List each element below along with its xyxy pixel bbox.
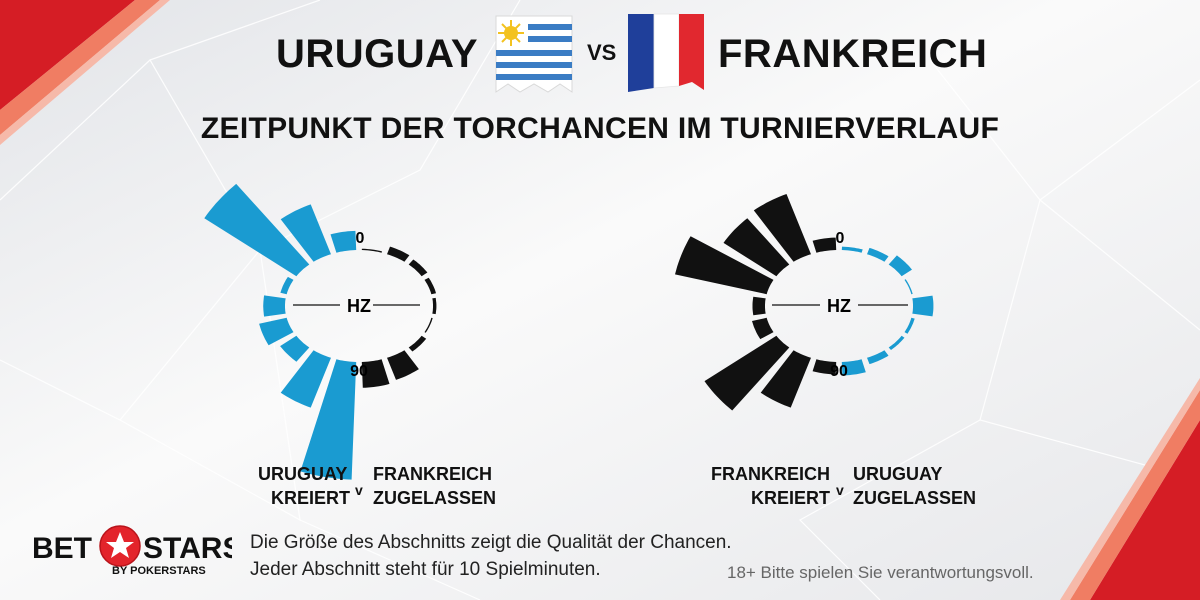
versus-label: VS <box>587 40 617 65</box>
betstars-logo: BET STARS BY POKERSTARS <box>32 525 232 577</box>
created-segment-7 <box>280 335 310 362</box>
team-left-title: URUGUAY <box>275 32 478 76</box>
chart-subtitle: ZEITPUNKT DER TORCHANCEN IM TURNIERVERLA… <box>200 112 1000 145</box>
created-segment-1 <box>812 237 837 253</box>
conceded-segment-4 <box>904 279 913 295</box>
legend-left-team: FRANKREICH <box>711 464 830 484</box>
start-label: 0 <box>836 230 845 247</box>
halftime-label: HZ <box>347 296 371 316</box>
legend-left-role: KREIERT <box>271 488 351 508</box>
conceded-segment-8 <box>867 350 889 365</box>
france-flag-icon <box>628 13 704 92</box>
end-label: 90 <box>830 363 848 380</box>
footnote-line-1: Die Größe des Abschnitts zeigt die Quali… <box>250 532 732 553</box>
created-segment-3 <box>723 218 790 277</box>
star-icon <box>99 525 141 567</box>
legend-left-role: KREIERT <box>751 488 831 508</box>
conceded-segment-6 <box>424 317 433 333</box>
created-segment-6 <box>259 317 294 346</box>
created-series <box>204 183 357 480</box>
brand-text-left: BET <box>32 532 92 565</box>
created-segment-6 <box>752 317 774 340</box>
conceded-segment-5 <box>912 295 934 317</box>
legend-right-role: ZUGELASSEN <box>853 488 977 508</box>
legend-right-role: ZUGELASSEN <box>373 488 497 508</box>
conceded-segment-5 <box>432 297 437 315</box>
legend-separator: v <box>355 482 363 498</box>
created-segment-9 <box>812 359 837 375</box>
conceded-series <box>841 246 934 376</box>
start-label: 0 <box>356 230 365 247</box>
conceded-segment-7 <box>888 335 905 350</box>
end-label: 90 <box>350 363 368 380</box>
team-right-title: FRANKREICH <box>718 32 988 76</box>
brand-text-right: STARS <box>143 532 232 565</box>
conceded-segment-9 <box>361 359 390 388</box>
created-segment-4 <box>280 276 294 295</box>
created-segment-7 <box>704 335 790 411</box>
halftime-label: HZ <box>827 296 851 316</box>
uruguay-flag-icon <box>495 15 573 93</box>
conceded-segment-8 <box>387 350 419 380</box>
created-segment-2 <box>753 194 811 262</box>
conceded-series <box>361 246 437 388</box>
brand-subtitle: BY POKERSTARS <box>112 565 206 577</box>
created-segment-4 <box>675 236 774 295</box>
conceded-segment-2 <box>387 246 410 262</box>
legend-left-team: URUGUAY <box>258 464 348 484</box>
conceded-segment-4 <box>424 277 436 295</box>
corner-stripes-left <box>0 0 170 145</box>
conceded-segment-2 <box>867 247 889 262</box>
corner-stripes-right <box>1060 378 1200 600</box>
conceded-segment-6 <box>904 317 915 334</box>
legend-right-team: FRANKREICH <box>373 464 492 484</box>
created-segment-1 <box>330 230 357 253</box>
conceded-segment-3 <box>408 259 428 277</box>
created-segment-5 <box>752 296 766 316</box>
created-segment-3 <box>204 183 310 277</box>
legend-right-team: URUGUAY <box>853 464 943 484</box>
created-segment-8 <box>280 350 331 408</box>
conceded-segment-3 <box>888 255 912 277</box>
legend-separator: v <box>836 482 844 498</box>
conceded-segment-1 <box>841 246 863 253</box>
conceded-segment-1 <box>361 248 382 253</box>
footnote-line-2: Jeder Abschnitt steht für 10 Spielminute… <box>250 559 601 580</box>
created-segment-8 <box>760 350 811 408</box>
responsible-gambling-disclaimer: 18+ Bitte spielen Sie verantwortungsvoll… <box>727 563 1034 582</box>
created-segment-9 <box>300 359 357 480</box>
conceded-segment-7 <box>408 335 427 352</box>
created-series <box>675 194 837 411</box>
conceded-segment-9 <box>841 359 866 376</box>
created-segment-5 <box>263 295 286 317</box>
created-segment-2 <box>280 204 331 262</box>
